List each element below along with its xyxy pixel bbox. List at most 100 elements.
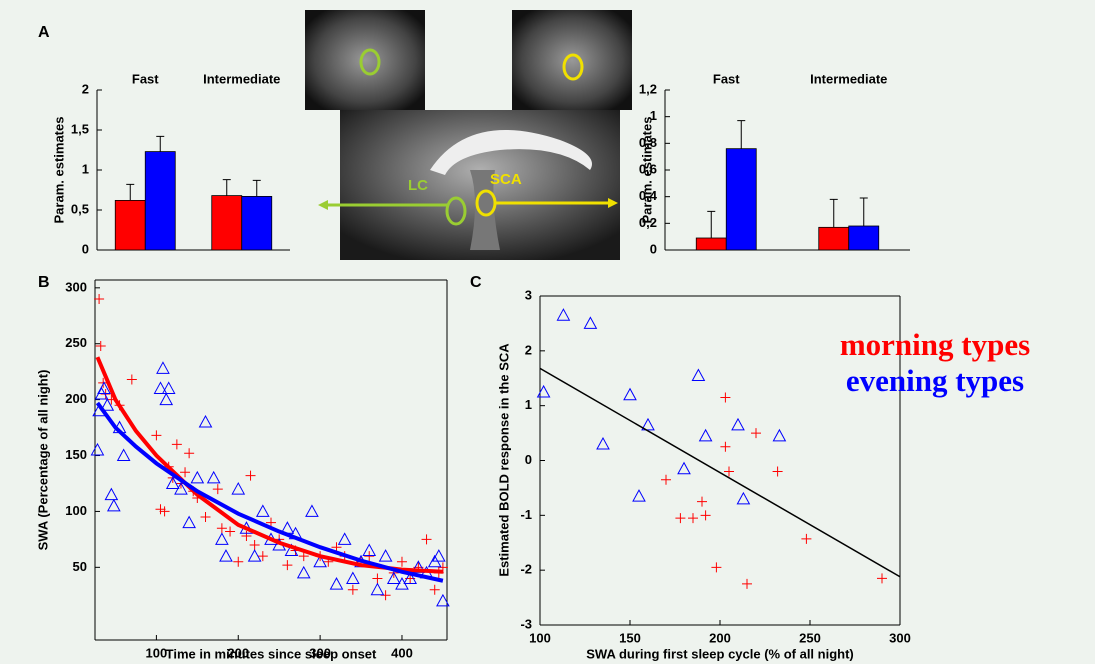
point <box>700 510 711 521</box>
point <box>180 467 191 478</box>
y-tick-label: 250 <box>65 335 87 350</box>
x-tick-label: 200 <box>227 645 249 660</box>
point <box>219 549 233 562</box>
point <box>583 316 598 329</box>
point <box>556 308 571 321</box>
y-tick-label: 0,4 <box>639 188 658 203</box>
x-axis-label: Time in minutes since sleep onset <box>166 646 377 661</box>
point <box>100 389 111 400</box>
y-tick-label: 200 <box>65 391 87 406</box>
point <box>347 584 358 595</box>
y-tick-label: 1 <box>525 397 532 412</box>
point <box>126 374 137 385</box>
x-tick-label: 150 <box>619 630 641 645</box>
legend-label: morning types <box>840 327 1030 362</box>
point <box>724 466 734 477</box>
point <box>691 368 706 382</box>
point <box>165 476 180 489</box>
x-tick-label: 300 <box>889 630 911 645</box>
point <box>364 551 375 562</box>
point <box>711 562 722 573</box>
x-tick-label: 300 <box>309 645 331 660</box>
y-tick-label: 1,5 <box>71 121 89 136</box>
bar <box>848 225 880 251</box>
roi-ring <box>359 48 381 76</box>
point <box>206 470 221 484</box>
point <box>94 294 105 305</box>
point <box>100 398 115 411</box>
panel-label: C <box>470 274 482 291</box>
fit-line <box>95 356 444 574</box>
point <box>282 560 293 571</box>
point <box>362 543 377 557</box>
point <box>436 593 450 607</box>
point <box>346 571 360 585</box>
brainstem <box>470 170 500 250</box>
category-label: Fast <box>713 71 740 86</box>
y-tick-label: 100 <box>65 503 87 518</box>
bar <box>818 226 850 251</box>
point <box>255 504 270 517</box>
point <box>731 417 745 431</box>
y-tick-label: 0 <box>650 241 657 256</box>
point <box>106 498 121 512</box>
y-tick-label: 1 <box>650 108 657 123</box>
point <box>370 582 385 596</box>
y-tick-label: 0,2 <box>639 215 657 230</box>
point <box>116 448 131 462</box>
point <box>174 482 188 495</box>
point <box>182 515 196 529</box>
corpus-callosum <box>430 130 592 175</box>
point <box>313 554 327 568</box>
y-tick-label: 2 <box>525 342 532 357</box>
error-bar <box>252 179 261 197</box>
point <box>698 428 713 442</box>
bar <box>211 195 243 251</box>
y-tick-label: -3 <box>520 616 532 631</box>
brain-image: LC SCA <box>305 10 632 260</box>
point <box>632 489 646 502</box>
bar <box>695 237 727 251</box>
region-label: SCA <box>490 171 522 188</box>
point <box>212 484 223 495</box>
point <box>233 556 244 567</box>
bar <box>144 151 176 251</box>
point <box>153 381 168 394</box>
legend-label: evening types <box>846 363 1024 398</box>
y-tick-label: 3 <box>525 287 532 302</box>
error-bar <box>737 120 746 149</box>
y-axis-label: Param. estimates <box>639 117 654 224</box>
point <box>329 577 344 590</box>
point <box>241 531 252 542</box>
point <box>596 437 610 450</box>
point <box>623 387 637 401</box>
point <box>431 549 446 562</box>
point <box>429 584 440 595</box>
point <box>161 381 176 394</box>
y-tick-label: 0 <box>82 241 89 256</box>
arrow-head <box>608 198 618 208</box>
category-label: Intermediate <box>203 71 280 86</box>
y-tick-label: 0,6 <box>639 161 657 176</box>
roi-ring <box>562 53 584 81</box>
point <box>225 526 236 537</box>
panel-label: A <box>38 24 50 41</box>
arrow-head <box>318 200 328 210</box>
bar <box>241 195 273 251</box>
point <box>245 470 256 481</box>
point <box>198 414 213 428</box>
point <box>284 543 299 557</box>
point <box>337 532 352 545</box>
point <box>159 506 170 517</box>
point <box>372 573 383 584</box>
point <box>305 504 319 517</box>
point <box>688 513 698 524</box>
y-tick-label: 1,2 <box>639 81 657 96</box>
point <box>216 523 227 534</box>
bar <box>114 199 146 251</box>
point <box>95 340 106 351</box>
y-tick-label: 1 <box>82 161 89 176</box>
point <box>249 539 260 550</box>
